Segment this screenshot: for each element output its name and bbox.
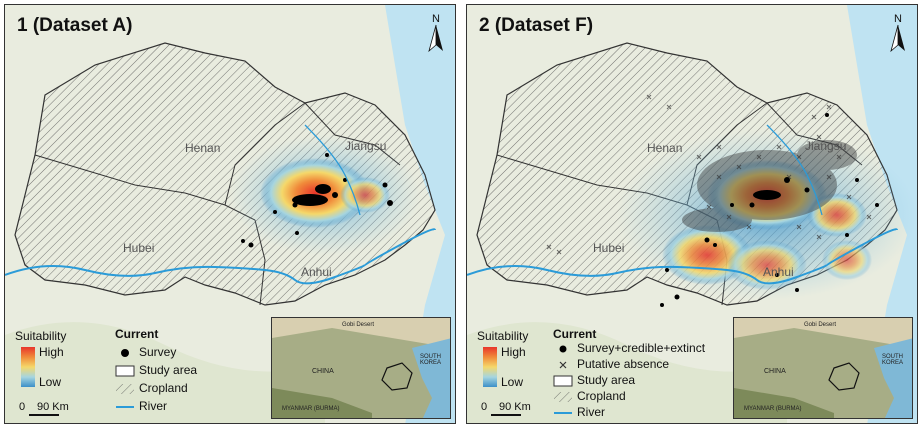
province-label-jiangsu: Jiangsu — [805, 139, 847, 153]
scale-zero: 0 — [481, 401, 488, 413]
province-label-hubei: Hubei — [593, 241, 625, 255]
legend-high: High — [501, 345, 526, 359]
legend-low: Low — [39, 375, 62, 389]
map-panel-dataset-a: Henan Jiangsu Hubei Anhui 1 (Dataset A) … — [4, 4, 456, 424]
map-panel-dataset-f: Henan Jiangsu Hubei Anhui 2 (Dataset F) … — [466, 4, 918, 424]
legend: Suitability High Low 0 90 Km Current Sur… — [477, 327, 706, 419]
panel-title: 1 (Dataset A) — [17, 15, 133, 36]
scale-label: 90 Km — [37, 401, 69, 413]
river — [467, 228, 898, 285]
north-arrow-icon: N — [423, 13, 449, 55]
legend: Suitability High Low 0 90 Km Current Sur… — [15, 323, 275, 423]
scale-bar: 0 90 Km — [19, 399, 89, 419]
panel-title: 2 (Dataset F) — [479, 15, 594, 36]
legend-current-title: Current — [115, 327, 159, 341]
north-label: N — [894, 13, 902, 25]
scale-zero: 0 — [19, 401, 26, 413]
legend-high: High — [39, 345, 64, 359]
province-label-henan: Henan — [185, 141, 221, 155]
legend-suitability-title: Suitability — [15, 329, 67, 343]
north-arrow-icon: N — [885, 13, 911, 55]
scale-label: 90 Km — [499, 401, 531, 413]
province-label-anhui: Anhui — [763, 265, 794, 279]
province-label-jiangsu: Jiangsu — [345, 139, 387, 153]
inset-map: Gobi Desert CHINA SOUTH KOREA MYANMAR (B… — [271, 317, 451, 419]
province-label-hubei: Hubei — [123, 241, 155, 255]
river — [5, 228, 436, 285]
legend-suitability-title: Suitability — [477, 329, 529, 343]
inset-map: Gobi Desert CHINA SOUTH KOREA MYANMAR (B… — [733, 317, 913, 419]
map-canvas — [5, 5, 455, 423]
province-label-henan: Henan — [647, 141, 683, 155]
north-label: N — [432, 13, 440, 25]
suitability-ramp — [483, 347, 497, 387]
survey-points — [660, 113, 879, 307]
province-label-anhui: Anhui — [301, 265, 332, 279]
map-canvas — [467, 5, 917, 423]
legend-current-title: Current — [553, 327, 597, 341]
legend-low: Low — [501, 375, 524, 389]
survey-points — [241, 153, 393, 248]
absence-points — [546, 94, 872, 255]
scale-bar: 0 90 Km — [481, 399, 551, 419]
suitability-ramp — [21, 347, 35, 387]
